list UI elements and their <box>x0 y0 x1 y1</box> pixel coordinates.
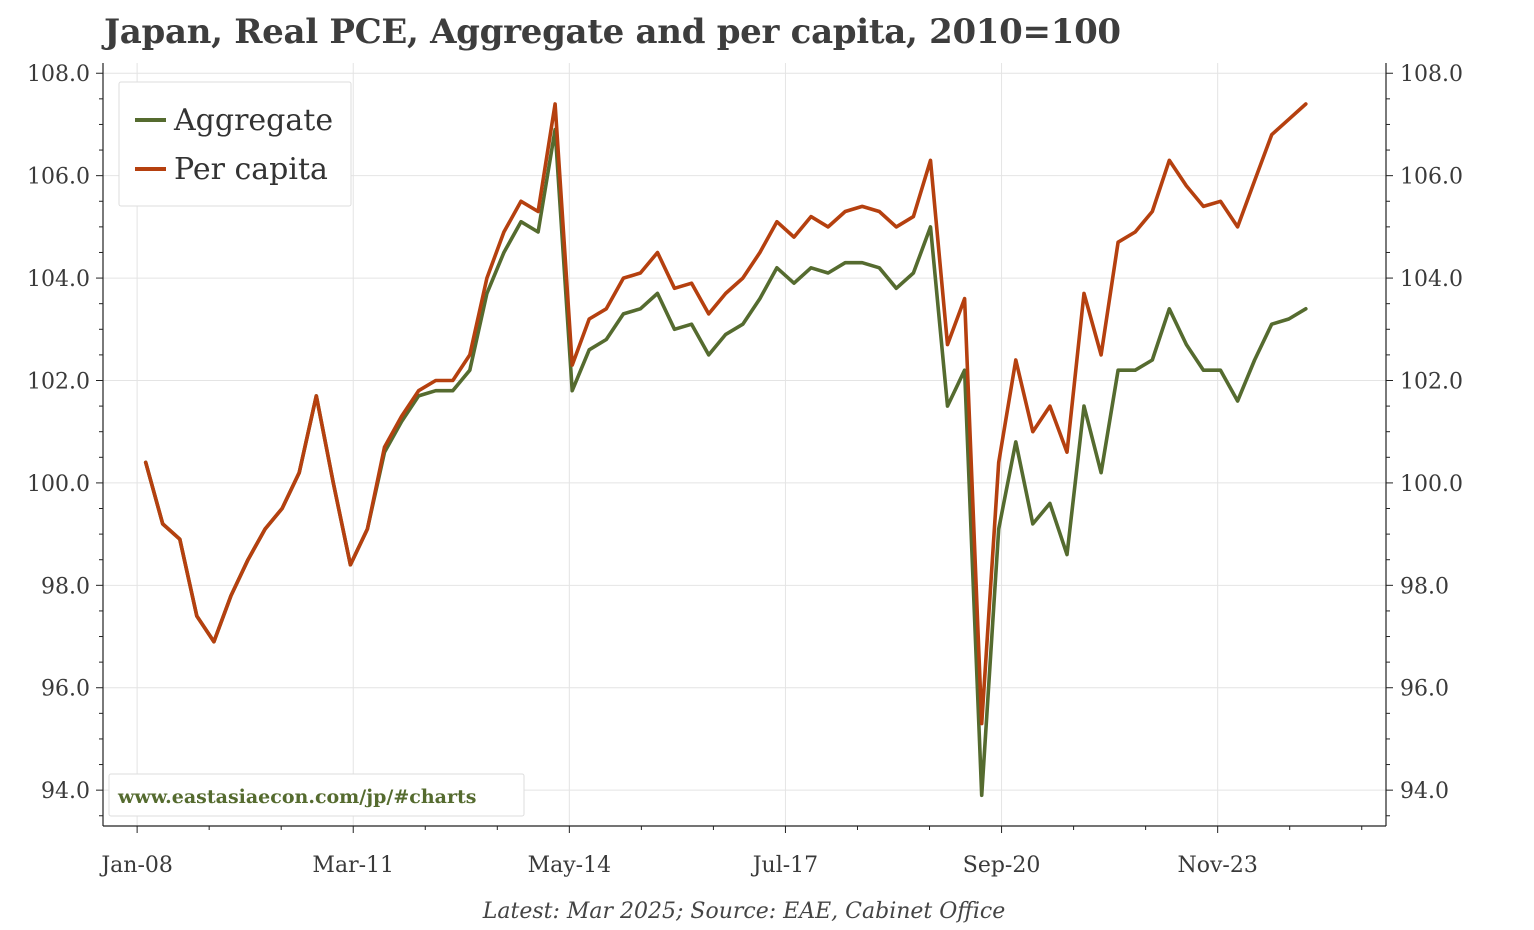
x-tick-label: Mar-11 <box>312 853 394 878</box>
y-tick-label-left: 100.0 <box>27 472 90 497</box>
y-tick-label-left: 104.0 <box>27 267 90 292</box>
legend-label-aggregate: Aggregate <box>173 103 333 138</box>
series-line-aggregate <box>143 127 1308 798</box>
y-tick-label-right: 94.0 <box>1400 779 1449 804</box>
y-tick-label-right: 106.0 <box>1400 165 1463 190</box>
y-tick-label-left: 94.0 <box>41 779 90 804</box>
legend-box <box>118 81 352 207</box>
source-note: Latest: Mar 2025; Source: EAE, Cabinet O… <box>482 899 1006 924</box>
y-tick-label-left: 102.0 <box>27 369 90 394</box>
y-tick-label-right: 102.0 <box>1400 369 1463 394</box>
chart-title: Japan, Real PCE, Aggregate and per capit… <box>104 12 1121 52</box>
y-tick-label-left: 98.0 <box>41 574 90 599</box>
y-tick-label-right: 100.0 <box>1400 472 1463 497</box>
y-tick-label-left: 96.0 <box>41 677 90 702</box>
series-lines <box>143 102 1308 798</box>
y-tick-label-left: 108.0 <box>27 62 90 87</box>
x-tick-label: May-14 <box>528 853 612 878</box>
x-tick-label: Jan-08 <box>99 853 173 878</box>
watermark-box <box>108 773 525 817</box>
y-tick-label-right: 104.0 <box>1400 267 1463 292</box>
axes: 94.0 94.0 96.0 96.0 98.0 98.0 100.0 100.0 102.0 1… <box>27 62 1463 878</box>
y-tick-label-right: 96.0 <box>1400 677 1449 702</box>
watermark-text: www.eastasiaecon.com/jp/#charts <box>117 786 476 808</box>
y-tick-label-left: 106.0 <box>27 165 90 190</box>
watermark: www.eastasiaecon.com/jp/#charts <box>108 773 525 817</box>
y-tick-label-right: 98.0 <box>1400 574 1449 599</box>
legend-label-per-capita: Per capita <box>174 152 328 187</box>
x-tick-label: Jul-17 <box>751 853 818 878</box>
x-tick-label: Sep-20 <box>963 853 1041 878</box>
series-line-per-capita <box>143 102 1308 726</box>
y-tick-label-right: 108.0 <box>1400 62 1463 87</box>
legend: Aggregate Per capita <box>118 81 352 207</box>
x-tick-label: Nov-23 <box>1177 853 1257 878</box>
